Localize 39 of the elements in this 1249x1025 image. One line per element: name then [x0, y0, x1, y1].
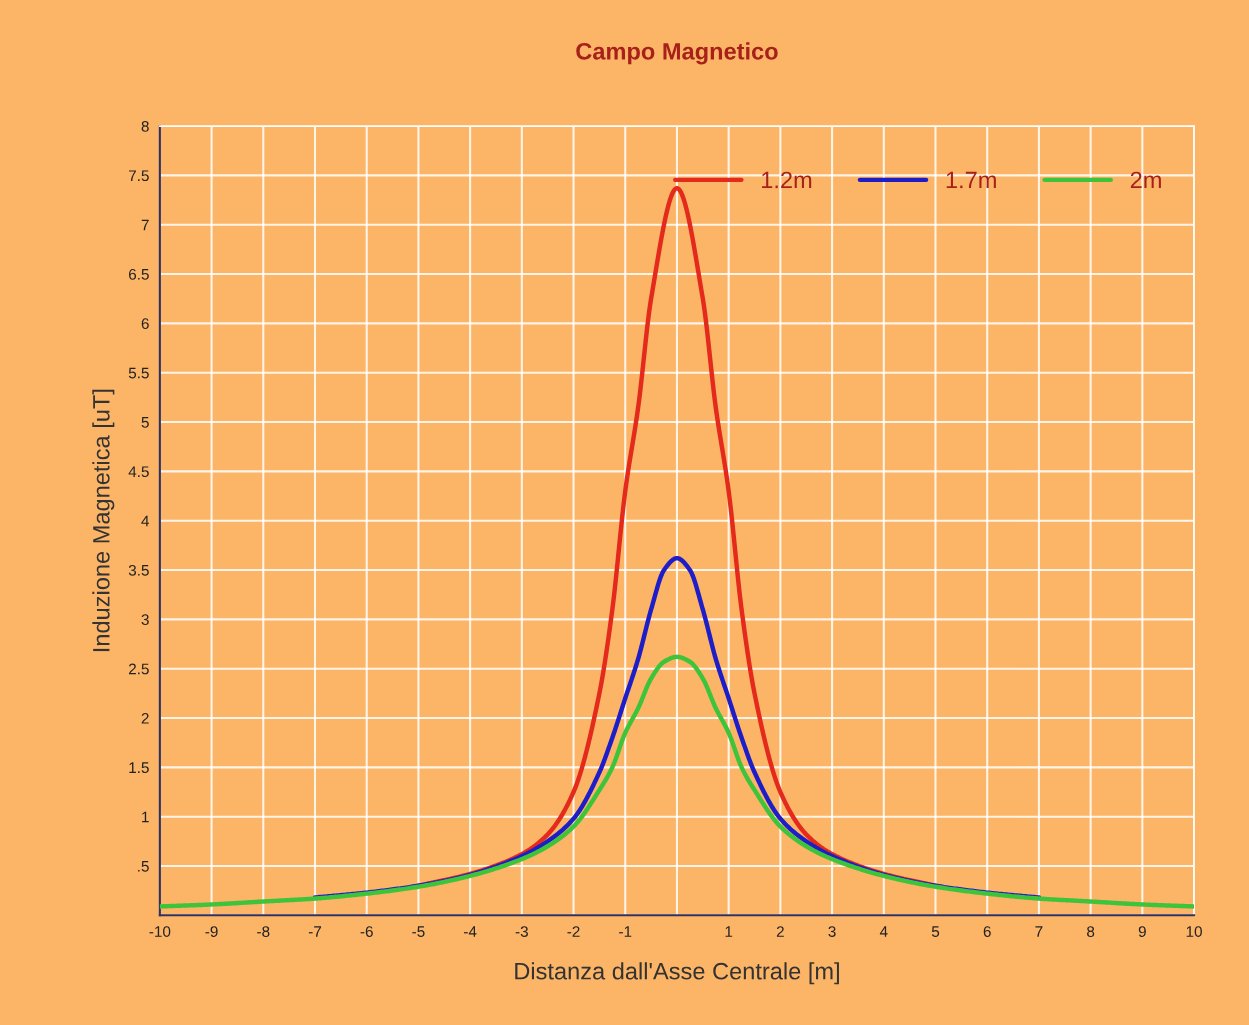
x-tick-label: -10	[149, 926, 171, 937]
y-tick-label: 6.5	[129, 268, 149, 280]
x-tick-label: 8	[1087, 926, 1095, 937]
x-tick-label: 2	[776, 926, 784, 937]
y-tick-label: 4	[141, 515, 150, 527]
x-tick-label: -1	[619, 926, 632, 937]
x-tick-label: 4	[879, 926, 888, 937]
x-tick-label: -9	[205, 926, 218, 937]
y-tick-label: 7.5	[129, 170, 149, 182]
y-tick-label: 6	[141, 318, 149, 330]
x-tick-label: 3	[828, 926, 836, 937]
y-tick-label: 2	[141, 712, 149, 724]
x-tick-label: -2	[567, 926, 580, 937]
y-tick-label: 3	[141, 614, 149, 626]
x-tick-label: 1	[725, 926, 733, 937]
x-tick-label: 10	[1186, 926, 1202, 937]
y-tick-label: 1.5	[129, 762, 149, 774]
y-tick-label: .5	[138, 861, 149, 872]
y-tick-label: 5	[141, 417, 149, 428]
x-axis-title: Distanza dall'Asse Centrale [m]	[515, 962, 839, 985]
x-tick-label: 6	[983, 926, 991, 937]
x-tick-label: -4	[464, 926, 477, 937]
x-tick-label: 9	[1138, 926, 1146, 937]
y-tick-label: 1	[142, 811, 149, 823]
x-tick-label: -6	[360, 926, 373, 937]
x-tick-label: -7	[308, 926, 322, 937]
y-tick-label: 7	[141, 219, 149, 231]
x-tick-label: -3	[515, 926, 528, 937]
y-tick-label: 8	[141, 120, 149, 132]
y-axis-title: Induzione Magnetica [uT]	[92, 389, 115, 652]
y-tick-label: 4.5	[128, 466, 149, 478]
x-tick-label: 7	[1035, 926, 1043, 937]
x-tick-label: 5	[931, 926, 940, 937]
x-tick-label: -8	[257, 926, 270, 937]
y-tick-label: 5.5	[128, 367, 149, 379]
y-tick-label: 3.5	[128, 564, 149, 576]
y-tick-label: 2.5	[128, 663, 149, 675]
x-tick-label: -5	[412, 926, 425, 937]
chart-title: Campo Magnetico	[576, 42, 778, 65]
